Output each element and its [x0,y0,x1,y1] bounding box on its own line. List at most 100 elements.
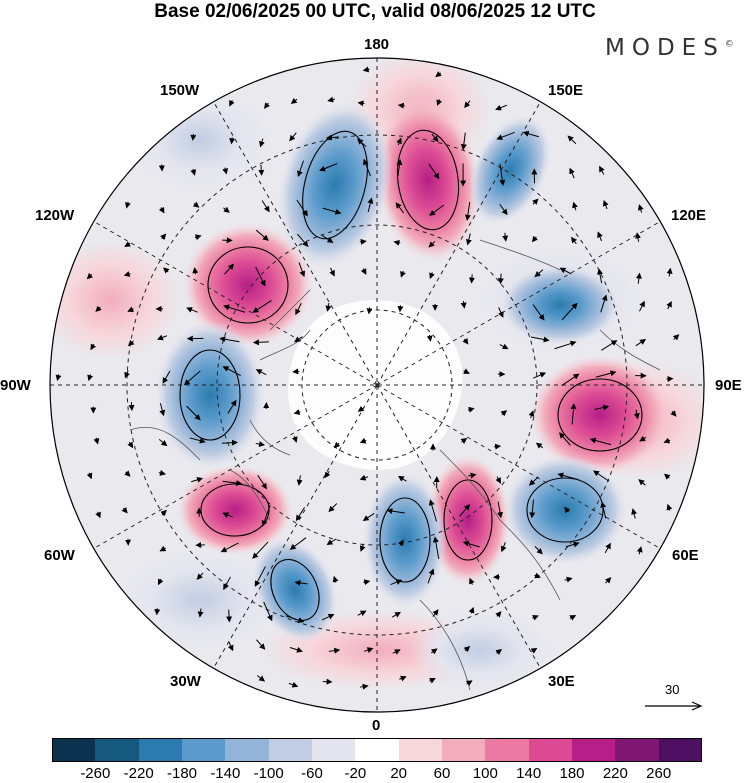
wind-arrow [297,160,305,178]
wind-arrow [463,645,471,653]
wind-arrow [95,511,101,519]
polar-cap [288,300,463,470]
wind-arrow [93,437,100,445]
wind-arrow [254,566,266,587]
page-title: Base 02/06/2025 00 UTC, valid 08/06/2025… [154,1,596,22]
wind-arrow [559,267,572,275]
wind-arrow [319,163,338,172]
wind-arrow [498,307,504,318]
wind-arrow [289,646,303,653]
colorbar-tick-label: 60 [433,765,451,782]
wind-arrow [220,542,239,553]
wind-arrow [127,441,134,449]
wind-arrow [604,542,611,554]
wind-arrow [462,337,469,345]
wind-arrow [631,508,638,519]
wind-arrow [397,102,405,109]
colorbar-tick-label: -260 [80,765,111,782]
wind-arrow [639,435,647,442]
wind-arrow [597,268,603,284]
wind-arrow [638,479,646,486]
wind-arrow [672,334,680,341]
wind-arrow [564,576,573,583]
colorbar-swatch [268,738,313,762]
wind-arrow [362,513,375,521]
wind-arrow [259,138,265,148]
wind-arrow [499,163,506,186]
wind-arrow [633,409,640,420]
wind-arrow [359,474,369,481]
wind-arrow [86,472,93,480]
wind-arrow [400,270,406,278]
wind-arrow [500,410,508,417]
wind-arrow [554,340,577,350]
wind-arrow [567,135,577,145]
wind-arrow [460,300,467,309]
anomaly-center [500,265,620,345]
brand-logo: MODES© [605,35,734,61]
wind-arrow [427,568,435,584]
wind-arrow [601,340,618,351]
wind-arrow [494,443,502,450]
wind-arrow [396,158,403,177]
reference-arrow-icon [645,701,703,711]
wind-arrow [295,302,302,316]
wind-arrow [364,647,374,653]
wind-arrow [294,579,308,586]
wind-arrow [158,469,167,476]
colorbar-swatch [572,738,616,762]
wind-arrow [258,164,265,176]
colorbar-swatch [528,738,573,762]
wind-arrow [663,437,671,444]
wind-arrow [290,97,298,105]
wind-arrow [502,232,509,242]
wind-arrow [528,476,539,486]
wind-arrow [190,133,197,141]
anomaly-center [183,223,313,347]
wind-arrow [428,163,440,180]
lon-label-0: 0 [372,717,381,734]
wind-arrow [497,273,504,285]
wind-arrow [639,300,645,312]
wind-arrow [261,504,271,527]
colorbar-swatch [658,738,703,762]
wind-arrow [570,403,577,425]
wind-arrow [459,504,471,517]
colorbar-tick-label: -140 [210,765,241,782]
wind-arrow [357,610,367,617]
wind-arrow [191,476,204,483]
lon-label-30w: 30W [170,673,201,690]
wind-arrow [464,100,471,109]
wind-arrow [255,441,266,448]
wind-arrow [529,499,536,519]
wind-arrow [87,374,94,382]
wind-arrow [637,204,644,213]
wind-arrow [298,262,306,278]
wind-arrow [328,503,338,513]
wind-arrow [500,542,507,553]
wind-arrow [124,370,130,379]
wind-arrow [602,199,609,210]
wind-arrow [223,206,230,213]
wind-arrow [557,472,579,481]
wind-arrow [360,268,367,275]
wind-arrow [532,615,539,621]
wind-arrow [572,201,578,211]
wind-arrow [600,501,607,519]
wind-arrow [157,334,168,341]
wind-arrow [357,405,365,412]
map-boundary [49,57,705,713]
colorbar-swatch [398,738,443,762]
brand-mark: © [724,39,734,50]
colorbar-tick-label: -220 [123,765,154,782]
wind-arrow [296,475,303,486]
anomaly-center [426,455,510,585]
wind-arrow [186,307,198,313]
colorbar-tick-label: 140 [516,765,542,782]
anomaly-center [251,537,339,643]
wind-arrow [293,409,301,415]
wind-arrow [294,336,303,343]
colorbar-tick-label: -60 [301,765,323,782]
wind-arrow [363,158,371,177]
anomaly-center [155,320,265,470]
